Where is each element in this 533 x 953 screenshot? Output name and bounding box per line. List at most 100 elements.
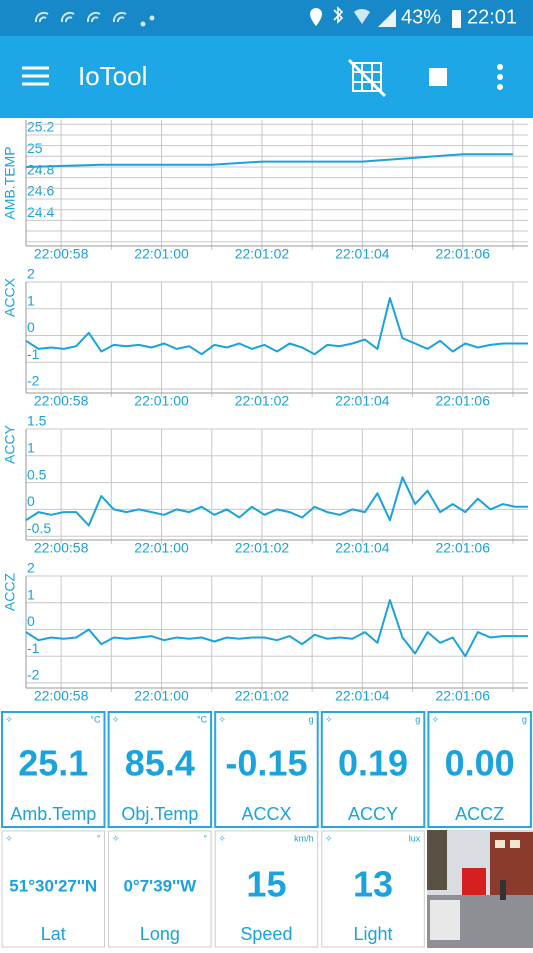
tile-icon: ✧ (5, 833, 13, 843)
data-line (25, 297, 528, 356)
x-tick-label: 22:00:58 (34, 393, 89, 409)
y-tick-label: -1 (27, 346, 40, 362)
x-tick-label: 22:01:00 (134, 540, 189, 556)
tile[interactable]: ✧ g -0.15 ACCX (214, 711, 319, 828)
tile-value: 13 (353, 864, 393, 905)
x-tick-label: 22:01:04 (335, 540, 390, 556)
data-line (25, 153, 513, 168)
x-tick-label: 22:01:02 (235, 540, 290, 556)
y-tick-label: 1 (27, 440, 35, 456)
x-tick-label: 22:01:00 (134, 393, 189, 409)
tile[interactable]: ✧ g 0.19 ACCY (320, 711, 426, 828)
tile-unit: ° (97, 833, 101, 843)
chart: -2 -1 0 1 2 22:00:58 22:01:00 22:01:02 22:01:04 2… (2, 266, 528, 409)
tile[interactable]: ✧ ° 0°7'39''W Long (108, 830, 212, 948)
y-tick-label: -0.5 (27, 520, 51, 536)
y-axis-label: ACCX (2, 277, 18, 317)
x-tick-label: 22:01:00 (134, 246, 189, 262)
x-tick-label: 22:01:02 (235, 688, 290, 704)
tile-label: Lat (41, 924, 66, 944)
tile-unit: km/h (294, 833, 314, 843)
tile-value: 0°7'39''W (123, 876, 197, 895)
tile-unit: ° (203, 833, 207, 843)
x-tick-label: 22:01:06 (435, 393, 490, 409)
charts: 24.4 24.6 24.8 25 25.2 22:00:58 22:01:00 22:01:… (2, 119, 528, 704)
tile-icon: ✧ (218, 714, 226, 724)
status-icons (310, 6, 461, 28)
grid-toggle-button[interactable] (347, 58, 387, 98)
tile[interactable]: ✧ g 0.00 ACCZ (427, 711, 532, 828)
tile-icon: ✧ (112, 714, 120, 724)
tile-unit: °C (90, 714, 101, 724)
y-tick-label: 1 (27, 292, 35, 308)
tile-value: -0.15 (225, 743, 307, 784)
tile[interactable]: ✧ °C 25.1 Amb.Temp (1, 711, 106, 828)
tile-label: ACCY (348, 804, 398, 824)
tile-frame (214, 711, 319, 828)
x-tick-label: 22:01:06 (435, 540, 490, 556)
chart: 24.4 24.6 24.8 25 25.2 22:00:58 22:01:00 22:01:… (2, 119, 528, 262)
tile-icon: ✧ (112, 833, 120, 843)
y-tick-label: 25 (27, 140, 43, 156)
chart: -2 -1 0 1 2 22:00:58 22:01:00 22:01:02 22:01:04 2… (2, 560, 528, 704)
tile-icon: ✧ (218, 833, 226, 843)
stop-button[interactable] (429, 68, 447, 86)
x-tick-label: 22:01:02 (235, 393, 290, 409)
camera-preview[interactable] (427, 830, 533, 948)
tile-icon: ✧ (432, 714, 440, 724)
x-tick-label: 22:00:58 (34, 688, 89, 704)
tile-unit: g (522, 714, 527, 724)
y-tick-label: 0 (27, 493, 35, 509)
tile-unit: g (415, 714, 420, 724)
more-button[interactable] (497, 64, 503, 90)
y-tick-label: 0 (27, 319, 35, 335)
x-tick-label: 22:01:04 (335, 393, 390, 409)
x-tick-label: 22:01:04 (335, 246, 390, 262)
tile[interactable]: ✧ °C 85.4 Obj.Temp (107, 711, 213, 828)
y-tick-label: 24.4 (27, 204, 54, 220)
notification-icons (34, 11, 155, 27)
tile[interactable]: ✧ km/h 15 Speed (214, 830, 319, 948)
x-tick-label: 22:01:06 (435, 246, 490, 262)
y-tick-label: 0.5 (27, 466, 47, 482)
x-tick-label: 22:01:02 (235, 246, 290, 262)
tile-frame (320, 711, 426, 828)
x-tick-label: 22:00:58 (34, 540, 89, 556)
y-tick-label: -2 (27, 373, 40, 389)
x-tick-label: 22:01:00 (134, 688, 189, 704)
y-tick-label: -2 (27, 667, 40, 683)
tile-value: 51°30'27''N (9, 876, 97, 895)
x-tick-label: 22:01:06 (435, 688, 490, 704)
y-axis-label: ACCZ (2, 573, 18, 612)
y-tick-label: 25.2 (27, 119, 54, 135)
clock: 22:01 (467, 6, 517, 28)
battery-text: 43% (401, 6, 441, 28)
tile[interactable]: ✧ ° 51°30'27''N Lat (1, 830, 105, 948)
tile-value: 25.1 (18, 743, 88, 784)
tile[interactable]: ✧ lux 13 Light (321, 830, 425, 948)
y-tick-label: 24.8 (27, 161, 54, 177)
y-tick-label: 2 (27, 266, 35, 282)
tile-frame (214, 830, 319, 948)
x-tick-label: 22:00:58 (34, 246, 89, 262)
tile-value: 0.00 (445, 743, 515, 784)
tile-icon: ✧ (325, 833, 333, 843)
data-line (25, 599, 528, 658)
tile-unit: °C (197, 714, 208, 724)
y-tick-label: 1.5 (27, 413, 47, 429)
y-tick-label: 24.6 (27, 183, 54, 199)
data-line (25, 476, 528, 527)
y-tick-label: 0 (27, 613, 35, 629)
tile-unit: g (309, 714, 314, 724)
tile-label: Light (354, 924, 393, 944)
app-title: IoTool (78, 61, 147, 91)
tile-value: 15 (246, 864, 286, 905)
y-axis-label: AMB.TEMP (2, 146, 18, 219)
tile-value: 85.4 (125, 743, 195, 784)
tile-label: ACCX (241, 804, 291, 824)
menu-button[interactable] (22, 66, 49, 86)
y-axis-label: ACCY (2, 424, 18, 464)
tile-frame (427, 711, 532, 828)
tile-frame (321, 830, 425, 948)
